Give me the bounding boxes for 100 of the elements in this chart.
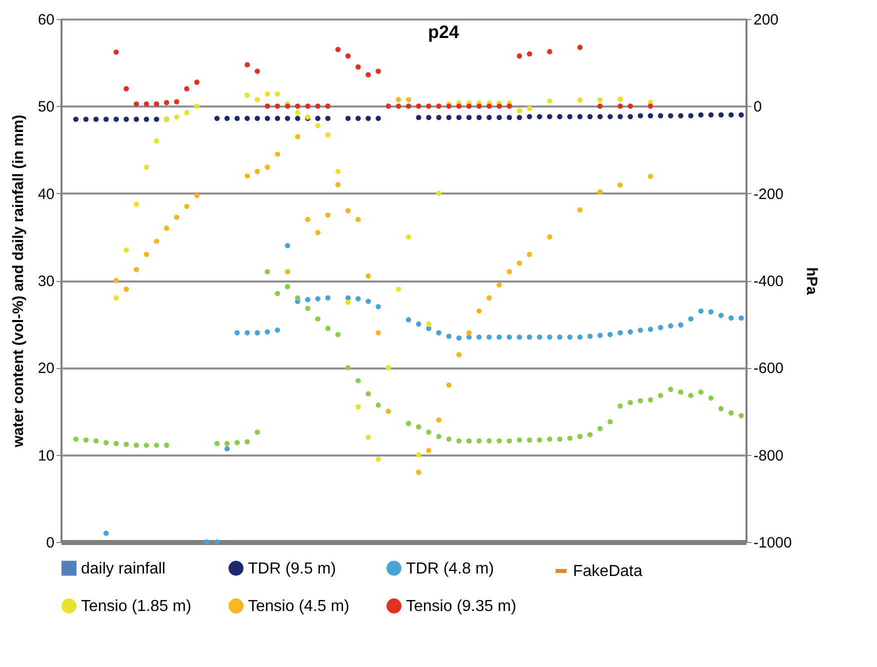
point — [466, 330, 472, 336]
point — [476, 114, 482, 120]
point — [144, 164, 150, 170]
point — [254, 330, 260, 336]
point — [376, 304, 381, 310]
point — [396, 104, 402, 109]
point — [335, 46, 341, 52]
point — [446, 334, 452, 339]
point — [738, 112, 744, 118]
point — [506, 269, 512, 274]
point — [597, 114, 603, 120]
point — [526, 106, 532, 111]
point — [224, 446, 230, 452]
point — [355, 296, 361, 302]
point — [355, 116, 361, 122]
point — [567, 334, 572, 340]
y2-tick-label: -1000 — [754, 534, 792, 552]
point — [516, 108, 522, 114]
point — [526, 252, 532, 257]
point — [386, 365, 392, 370]
point — [325, 104, 331, 109]
point — [124, 116, 129, 122]
chart-title: p24 — [428, 22, 460, 42]
point — [366, 298, 371, 304]
point — [134, 101, 139, 107]
point — [708, 112, 714, 118]
point — [315, 230, 320, 236]
point — [446, 104, 452, 109]
point — [628, 329, 633, 335]
point — [214, 116, 220, 122]
y-tick-label: 10 — [38, 447, 54, 464]
point — [456, 352, 462, 358]
y2-tick-label: -800 — [754, 447, 784, 464]
point — [325, 116, 331, 122]
point — [274, 116, 280, 122]
point — [244, 92, 250, 98]
point — [144, 252, 150, 257]
y-tick-label: 40 — [38, 186, 54, 203]
point — [668, 323, 674, 328]
point — [254, 168, 260, 174]
point — [476, 334, 482, 340]
point — [728, 112, 734, 118]
point — [436, 114, 442, 120]
point — [134, 116, 139, 122]
point — [335, 182, 341, 188]
point — [305, 104, 310, 109]
point — [315, 104, 320, 109]
point — [134, 266, 139, 272]
point — [678, 322, 684, 328]
point — [315, 296, 320, 302]
point — [516, 114, 522, 120]
point — [577, 44, 583, 50]
point — [648, 174, 654, 179]
point — [536, 114, 542, 120]
point — [194, 192, 200, 198]
point — [416, 104, 422, 109]
point — [597, 97, 603, 103]
point — [618, 96, 623, 102]
y-axis-title: water content (vol-%) and daily rainfall (in mm) — [10, 114, 27, 448]
point — [436, 417, 442, 423]
point — [194, 104, 200, 109]
point — [526, 51, 532, 57]
point — [587, 114, 593, 120]
point — [264, 91, 270, 97]
point — [406, 234, 412, 240]
point — [144, 116, 150, 122]
point — [355, 216, 361, 222]
point — [658, 113, 664, 118]
point — [194, 80, 200, 85]
point — [366, 116, 371, 122]
point — [718, 112, 724, 118]
point — [648, 104, 654, 109]
point — [526, 334, 532, 340]
point — [718, 312, 724, 318]
point — [628, 114, 633, 120]
point — [114, 116, 119, 122]
point — [547, 49, 552, 54]
y-tick-label: 20 — [38, 360, 54, 378]
point — [264, 329, 270, 335]
point — [446, 382, 452, 388]
point — [638, 113, 644, 118]
point — [244, 116, 250, 122]
y-tick-label: 60 — [38, 12, 54, 28]
point — [536, 334, 542, 340]
point — [83, 116, 89, 122]
point — [648, 113, 654, 118]
point — [547, 234, 552, 240]
point — [516, 53, 522, 59]
point — [295, 104, 300, 109]
legend-label: daily rainfall — [81, 560, 166, 578]
point — [305, 216, 310, 222]
point — [174, 214, 180, 220]
point — [355, 64, 361, 70]
point — [506, 104, 512, 109]
point — [688, 113, 694, 118]
point — [284, 104, 290, 109]
point — [274, 328, 280, 333]
point — [426, 104, 432, 109]
point — [567, 114, 572, 120]
point — [154, 238, 160, 244]
